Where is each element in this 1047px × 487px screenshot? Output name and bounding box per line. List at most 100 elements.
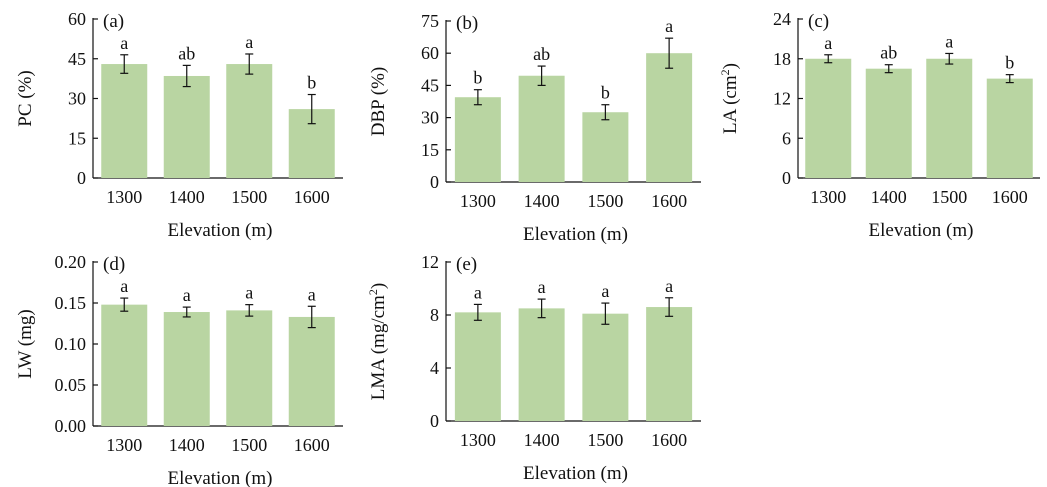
y-tick-label: 6 bbox=[782, 128, 791, 148]
x-tick-label: 1600 bbox=[294, 435, 330, 455]
x-tick-label: 1300 bbox=[106, 435, 142, 455]
bar bbox=[226, 310, 273, 426]
x-axis-title: Elevation (m) bbox=[168, 220, 273, 241]
bar bbox=[454, 97, 501, 182]
y-tick-label: 4 bbox=[430, 358, 439, 378]
bar bbox=[163, 312, 210, 426]
x-tick-label: 1400 bbox=[524, 191, 560, 211]
significance-label: a bbox=[474, 282, 482, 302]
x-axis-title: Elevation (m) bbox=[168, 468, 273, 487]
x-axis-title: Elevation (m) bbox=[869, 220, 974, 241]
bar bbox=[986, 78, 1033, 178]
bar bbox=[163, 75, 210, 178]
significance-label: a bbox=[120, 276, 128, 296]
bar bbox=[101, 304, 148, 426]
significance-label: a bbox=[183, 285, 191, 305]
panel-label: (e) bbox=[456, 254, 477, 275]
significance-label: ab bbox=[178, 43, 195, 63]
significance-label: a bbox=[245, 32, 253, 52]
y-axis-title: DBP (%) bbox=[368, 67, 389, 137]
x-tick-label: 1300 bbox=[460, 430, 496, 450]
y-tick-label: 0 bbox=[430, 411, 439, 431]
y-axis-title: PC (%) bbox=[15, 70, 36, 126]
y-tick-label: 0.10 bbox=[55, 334, 87, 354]
x-tick-label: 1600 bbox=[651, 191, 687, 211]
bar bbox=[805, 58, 852, 178]
y-tick-label: 60 bbox=[68, 9, 86, 29]
bar bbox=[926, 58, 973, 178]
significance-label: ab bbox=[880, 43, 897, 63]
x-tick-label: 1300 bbox=[810, 187, 846, 207]
y-tick-label: 30 bbox=[68, 89, 86, 109]
significance-label: a bbox=[308, 284, 316, 304]
y-tick-label: 15 bbox=[421, 140, 439, 160]
x-tick-label: 1500 bbox=[587, 430, 623, 450]
y-tick-label: 0.15 bbox=[55, 293, 87, 313]
significance-label: a bbox=[245, 283, 253, 303]
y-tick-label: 60 bbox=[421, 43, 439, 63]
x-axis-title: Elevation (m) bbox=[523, 463, 628, 484]
bar bbox=[646, 307, 693, 421]
x-tick-label: 1400 bbox=[871, 187, 907, 207]
significance-label: b bbox=[473, 68, 482, 88]
y-axis-title-superscript: 2 bbox=[718, 69, 732, 75]
panel-label: (d) bbox=[103, 254, 125, 275]
x-tick-label: 1400 bbox=[169, 435, 205, 455]
panel-label: (c) bbox=[808, 11, 829, 32]
significance-label: a bbox=[665, 276, 673, 296]
y-tick-label: 0 bbox=[782, 168, 791, 188]
x-tick-label: 1500 bbox=[231, 435, 267, 455]
x-tick-label: 1300 bbox=[106, 187, 142, 207]
bar bbox=[226, 64, 273, 178]
significance-label: a bbox=[665, 16, 673, 36]
x-tick-label: 1400 bbox=[169, 187, 205, 207]
panel-b: 0 15 30 45 60 75 b 1300 ab 1400 b 1500 a 1600 (b) Eleva… bbox=[368, 11, 701, 245]
y-axis-title: LW (mg) bbox=[15, 309, 36, 378]
y-tick-label: 30 bbox=[421, 108, 439, 128]
y-axis-title-main: LMA (mg/cm bbox=[368, 295, 389, 400]
x-axis-title: Elevation (m) bbox=[523, 224, 628, 245]
y-tick-label: 75 bbox=[421, 11, 439, 31]
y-tick-label: 18 bbox=[773, 49, 791, 69]
bar bbox=[582, 313, 629, 421]
panel-label: (b) bbox=[456, 13, 478, 34]
bar bbox=[646, 53, 693, 183]
bar bbox=[454, 312, 501, 421]
y-axis-title-end: ) bbox=[368, 283, 389, 289]
y-tick-label: 0 bbox=[430, 172, 439, 192]
significance-label: b bbox=[601, 83, 610, 103]
panel-c: 0 6 12 18 24 a 1300 ab 1400 a 1500 b 1600 (c) Elevatio… bbox=[718, 9, 1040, 241]
x-tick-label: 1300 bbox=[460, 191, 496, 211]
y-tick-label: 12 bbox=[421, 252, 439, 272]
panel-a: 0 15 30 45 60 a 1300 ab 1400 a 1500 b 1600 (a) Elevati… bbox=[15, 9, 343, 241]
y-tick-label: 0.05 bbox=[55, 375, 87, 395]
x-tick-label: 1500 bbox=[931, 187, 967, 207]
y-tick-label: 45 bbox=[68, 49, 86, 69]
bar bbox=[518, 75, 565, 182]
significance-label: a bbox=[601, 281, 609, 301]
y-tick-label: 0.00 bbox=[55, 416, 87, 436]
significance-label: ab bbox=[533, 44, 550, 64]
bar bbox=[518, 308, 565, 421]
y-tick-label: 12 bbox=[773, 89, 791, 109]
bar bbox=[288, 316, 335, 426]
panel-label: (a) bbox=[103, 11, 124, 32]
x-tick-label: 1600 bbox=[294, 187, 330, 207]
bar bbox=[582, 112, 629, 182]
y-axis-title: LMA (mg/cm2) bbox=[366, 283, 389, 400]
y-tick-label: 24 bbox=[773, 9, 791, 29]
significance-label: b bbox=[1005, 53, 1014, 73]
y-axis-title-main: LA (cm bbox=[720, 75, 741, 134]
x-tick-label: 1500 bbox=[587, 191, 623, 211]
significance-label: a bbox=[945, 31, 953, 51]
y-tick-label: 0.20 bbox=[55, 252, 87, 272]
y-tick-label: 45 bbox=[421, 75, 439, 95]
y-axis-title-end: ) bbox=[720, 63, 741, 69]
significance-label: a bbox=[538, 277, 546, 297]
x-tick-label: 1600 bbox=[992, 187, 1028, 207]
x-tick-label: 1600 bbox=[651, 430, 687, 450]
y-tick-label: 15 bbox=[68, 128, 86, 148]
panel-d: 0.00 0.05 0.10 0.15 0.20 a 1300 a 1400 a 1500 a 1600… bbox=[15, 252, 343, 487]
y-tick-label: 8 bbox=[430, 305, 439, 325]
bar bbox=[865, 68, 912, 178]
